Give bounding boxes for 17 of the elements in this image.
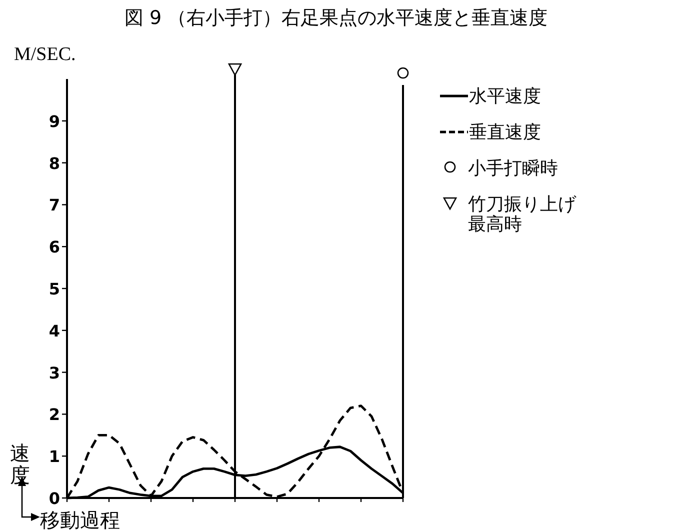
y-tick-label: 4: [48, 321, 60, 340]
y-tick-label: 3: [48, 363, 60, 382]
y-tick-label: 1: [48, 447, 60, 466]
text: 竹刀振り上げ最高時: [468, 194, 576, 235]
y-tick-label: 0: [48, 489, 60, 508]
title: 図 9 （右小手打）右足果点の水平速度と垂直速度: [124, 7, 548, 29]
text: M/SEC.: [14, 44, 76, 65]
legend-label: 水平速度: [469, 86, 541, 107]
y-tick-label: 9: [48, 112, 60, 131]
x-axis-title: 移動過程: [40, 508, 120, 531]
y-tick-label: 7: [48, 196, 60, 215]
y-tick-label: 2: [48, 405, 60, 424]
y-tick-label: 8: [48, 154, 60, 173]
text: 小手打瞬時: [468, 158, 558, 179]
legend-label: 垂直速度: [469, 122, 541, 143]
y-tick-label: 6: [48, 238, 60, 257]
y-tick-label: 5: [48, 280, 60, 298]
